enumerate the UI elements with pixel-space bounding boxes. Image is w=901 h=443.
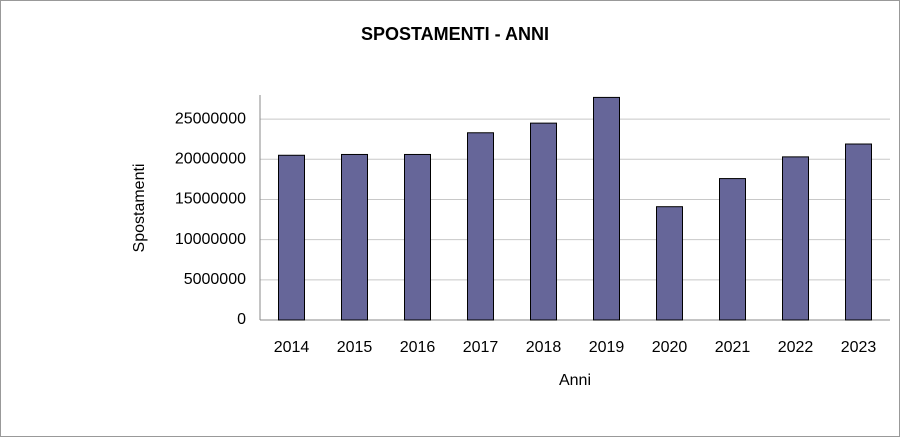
x-tick-label: 2018 bbox=[526, 339, 562, 356]
bar bbox=[278, 154, 305, 321]
bar bbox=[530, 122, 557, 321]
y-tick-label: 25000000 bbox=[175, 110, 246, 127]
bar bbox=[341, 153, 368, 321]
bar bbox=[593, 96, 620, 321]
bar bbox=[845, 143, 872, 321]
bar bbox=[782, 156, 809, 321]
y-axis-label: Spostamenti bbox=[131, 164, 148, 253]
x-tick-label: 2020 bbox=[652, 339, 688, 356]
x-tick-label: 2017 bbox=[463, 339, 499, 356]
x-tick-label: 2019 bbox=[589, 339, 625, 356]
x-tick-label: 2014 bbox=[274, 339, 310, 356]
bar bbox=[404, 153, 431, 321]
y-tick-label: 5000000 bbox=[184, 271, 246, 288]
x-tick-label: 2015 bbox=[337, 339, 373, 356]
bar bbox=[719, 178, 746, 321]
y-tick-label: 15000000 bbox=[175, 191, 246, 208]
bar bbox=[656, 206, 683, 321]
x-tick-label: 2021 bbox=[715, 339, 751, 356]
x-axis-label: Anni bbox=[559, 372, 591, 389]
y-tick-label: 20000000 bbox=[175, 151, 246, 168]
y-tick-label: 10000000 bbox=[175, 231, 246, 248]
chart-title: SPOSTAMENTI - ANNI bbox=[361, 24, 549, 44]
x-tick-label: 2016 bbox=[400, 339, 436, 356]
x-tick-label: 2023 bbox=[841, 339, 877, 356]
bar bbox=[467, 132, 494, 321]
x-tick-label: 2022 bbox=[778, 339, 814, 356]
y-tick-label: 0 bbox=[237, 311, 246, 328]
